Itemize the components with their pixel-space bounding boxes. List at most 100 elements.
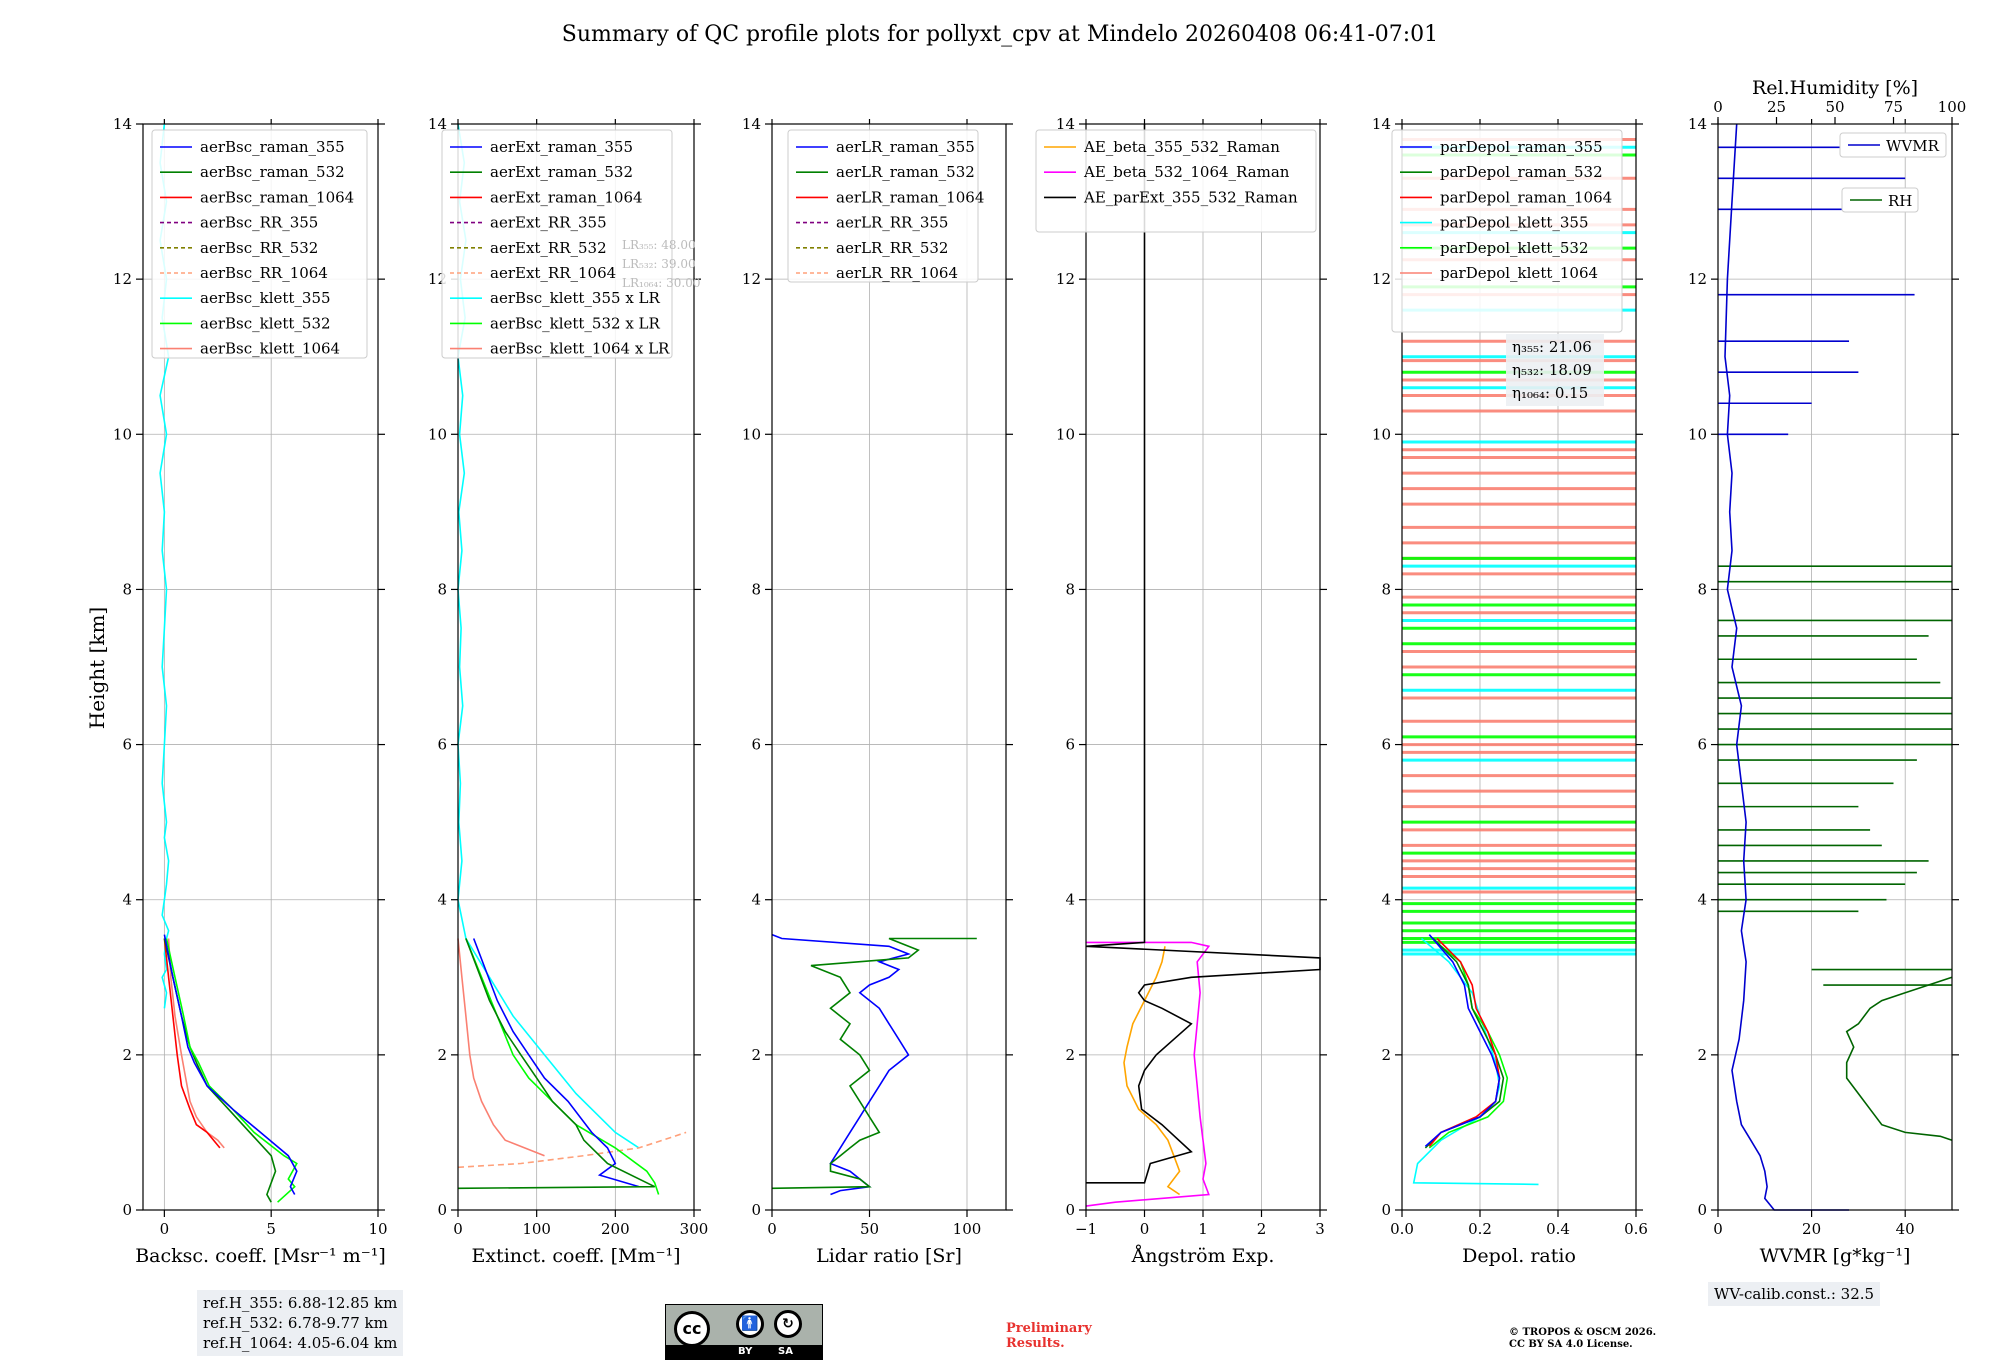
legend-bsc: aerBsc_raman_355 aerBsc_raman_532 aerBsc_r… <box>151 129 368 359</box>
series-aerExt_raman_355 <box>472 938 640 1188</box>
x-tick-label: 100 <box>953 1220 982 1238</box>
series-aerLR_raman_532 <box>771 937 977 1190</box>
ref-height-532: ref.H_532: 6.78-9.77 km <box>203 1314 388 1332</box>
series-aerBsc_klett_1064 x LR <box>457 938 545 1157</box>
x-tick-label: 0 <box>767 1220 777 1238</box>
y-tick-label: 6 <box>437 736 447 754</box>
x-axis-label: Backsc. coeff. [Msr⁻¹ m⁻¹] <box>135 1245 386 1267</box>
x-tick-label: −1 <box>1075 1220 1097 1238</box>
y-tick-label: 14 <box>113 115 132 133</box>
y-tick-label: 14 <box>428 115 447 133</box>
eta-label: η₃₅₅: 21.06 <box>1512 338 1592 356</box>
x-tick-label: 300 <box>680 1220 709 1238</box>
series-parDepol_klett_532 <box>1428 945 1509 1149</box>
y-tick-label: 10 <box>428 425 447 443</box>
legend-label: parDepol_raman_1064 <box>1440 188 1612 206</box>
copyright-note: © TROPOS & OSCM 2026. CC BY SA 4.0 Licen… <box>1509 1327 1656 1351</box>
x-tick-label: 100 <box>522 1220 551 1238</box>
eta-label: η₁₀₆₄: 0.15 <box>1512 384 1588 402</box>
axes-frame <box>1717 123 1953 1211</box>
series-RH <box>1845 976 1953 1141</box>
series-aerExt_raman_532 <box>457 938 656 1190</box>
y-tick-label: 4 <box>1381 891 1391 909</box>
y-tick-label: 6 <box>751 736 761 754</box>
legend-label: aerBsc_RR_1064 <box>200 264 328 282</box>
legend-frame <box>1035 129 1317 233</box>
legend-label: aerLR_RR_1064 <box>836 264 958 282</box>
legend-label: aerLR_RR_532 <box>836 239 948 257</box>
top-x-axis-label: Rel.Humidity [%] <box>1752 77 1918 99</box>
x-axis-label: Lidar ratio [Sr] <box>816 1245 962 1267</box>
x-tick-label: 5 <box>266 1220 276 1238</box>
x-tick-label: 10 <box>368 1220 387 1238</box>
cc-license-badge: cc 🚹 ↻ BY SA <box>665 1304 823 1360</box>
x-tick-label: 50 <box>860 1220 879 1238</box>
legend-label: parDepol_klett_1064 <box>1440 264 1598 282</box>
y-tick-label: 2 <box>1065 1046 1075 1064</box>
legend-rh: RH <box>1841 187 1919 213</box>
y-tick-label: 8 <box>1381 580 1391 598</box>
wv-calibration-constant: WV-calib.const.: 32.5 <box>1708 1282 1881 1306</box>
y-tick-label: 10 <box>1056 425 1075 443</box>
x-tick-label: 0.2 <box>1468 1220 1492 1238</box>
cc-by-label: BY <box>738 1346 753 1357</box>
y-tick-label: 8 <box>751 580 761 598</box>
legend-label: parDepol_klett_532 <box>1440 239 1589 257</box>
legend-label: parDepol_raman_532 <box>1440 163 1603 181</box>
share-alike-icon: ↻ <box>774 1310 802 1338</box>
preliminary-results-note: Preliminary Results. <box>1006 1321 1092 1351</box>
y-tick-label: 6 <box>1381 736 1391 754</box>
y-tick-label: 10 <box>1372 425 1391 443</box>
legend-frame <box>787 129 979 283</box>
series-parDepol_raman_355 <box>1424 934 1501 1147</box>
legend-label: aerBsc_klett_1064 x LR <box>490 340 670 358</box>
legend-label: AE_parExt_355_532_Raman <box>1083 188 1298 206</box>
y-tick-label: 4 <box>1065 891 1075 909</box>
y-tick-label: 2 <box>1697 1046 1707 1064</box>
legend-label: aerBsc_klett_532 <box>200 314 331 332</box>
legend-label: aerBsc_klett_355 x LR <box>490 289 661 307</box>
y-tick-label: 6 <box>1697 736 1707 754</box>
y-tick-label: 2 <box>122 1046 132 1064</box>
panel-lr: 0 50 100 0 2 4 6 8 10 12 14 Lidar ratio [Sr] aerLR_r… <box>742 115 1013 1267</box>
x-axis-label: Extinct. coeff. [Mm⁻¹] <box>471 1245 680 1267</box>
legend-label: aerLR_raman_1064 <box>836 188 984 206</box>
y-tick-label: 12 <box>113 270 132 288</box>
legend-ext: aerExt_raman_355 aerExt_raman_532 aerExt_r… <box>441 129 673 359</box>
eta-box <box>1506 334 1604 406</box>
axes-frame <box>1401 123 1637 1211</box>
y-tick-label: 8 <box>122 580 132 598</box>
legend-label: aerBsc_raman_1064 <box>200 188 354 206</box>
legend-label: parDepol_raman_355 <box>1440 138 1603 156</box>
legend-lr: aerLR_raman_355 aerLR_raman_532 aerLR_rama… <box>787 129 984 283</box>
y-tick-label: 10 <box>1688 425 1707 443</box>
x-tick-label: 0 <box>160 1220 170 1238</box>
y-tick-label: 6 <box>122 736 132 754</box>
y-tick-label: 12 <box>1688 270 1707 288</box>
copyright-line-2: CC BY SA 4.0 License. <box>1509 1339 1633 1350</box>
series-WVMR <box>1724 123 1849 1211</box>
panel-wv: 0 20 40 0 2 4 6 8 10 12 14 WVMR [g*kg⁻¹] 0 25 50 75 100 R… <box>1688 77 1966 1267</box>
y-tick-label: 14 <box>742 115 761 133</box>
panel-bsc: 0 5 10 0 2 4 6 8 10 12 14 Backsc. coeff. [Msr⁻¹ m⁻¹… <box>113 115 388 1267</box>
legend-label: aerExt_raman_355 <box>490 138 633 156</box>
series-aerBsc_raman_1064 <box>163 938 221 1149</box>
y-tick-label: 2 <box>751 1046 761 1064</box>
legend-label: parDepol_klett_355 <box>1440 214 1589 232</box>
legend-label: aerLR_raman_355 <box>836 138 975 156</box>
legend-label: aerBsc_RR_355 <box>200 214 318 232</box>
top-x-tick-label: 50 <box>1825 98 1844 116</box>
attribution-icon: 🚹 <box>736 1310 764 1338</box>
y-tick-label: 8 <box>437 580 447 598</box>
y-tick-label: 8 <box>1065 580 1075 598</box>
y-tick-label: 2 <box>437 1046 447 1064</box>
series-aerBsc_klett_532 <box>165 938 298 1203</box>
legend-label: aerBsc_klett_355 <box>200 289 331 307</box>
series-AE_beta_532_1064_Raman <box>1085 941 1211 1207</box>
ref-height-355: ref.H_355: 6.88-12.85 km <box>203 1294 398 1312</box>
lidar-ratio-label: LR₅₃₂: 39.00 <box>622 257 696 271</box>
series-aerBsc_raman_355 <box>163 934 298 1195</box>
top-x-tick-label: 25 <box>1767 98 1786 116</box>
axes-frame <box>771 123 1007 1211</box>
